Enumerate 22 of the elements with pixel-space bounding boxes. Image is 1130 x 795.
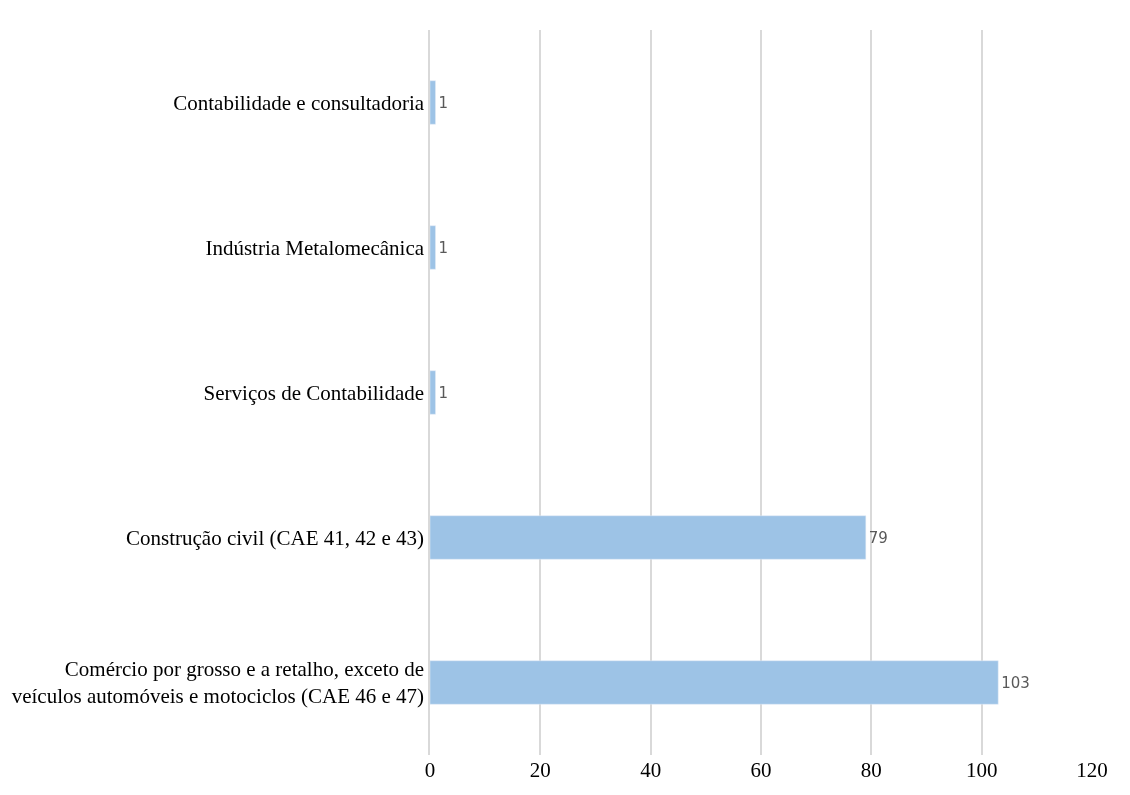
data-label: 79 [868, 528, 888, 547]
x-tick-label: 80 [860, 758, 882, 782]
bar [430, 80, 436, 125]
bar [430, 660, 999, 705]
data-label: 1 [438, 383, 449, 402]
bar [430, 370, 436, 415]
x-tick-label: 40 [640, 758, 662, 782]
x-tick-label: 20 [529, 758, 551, 782]
y-tick-label: Indústria Metalomecânica [205, 235, 425, 260]
y-tick-label: Comércio por grosso e a retalho, exceto de veículos automóveis e motociclos (CAE 46 e 47) [11, 657, 425, 709]
bar [430, 515, 867, 560]
data-label: 103 [1001, 673, 1030, 692]
x-tick-label: 60 [750, 758, 772, 782]
data-label: 1 [438, 93, 449, 112]
x-tick-label: 120 [1076, 758, 1108, 782]
x-tick-label: 100 [965, 758, 998, 782]
data-label: 1 [438, 238, 449, 257]
x-tick-label: 0 [424, 758, 436, 782]
bar [430, 225, 436, 270]
y-tick-label: Contabilidade e consultadoria [173, 90, 425, 115]
y-tick-label: Serviços de Contabilidade [203, 380, 425, 405]
y-tick-label: Construção civil (CAE 41, 42 e 43) [126, 525, 425, 550]
